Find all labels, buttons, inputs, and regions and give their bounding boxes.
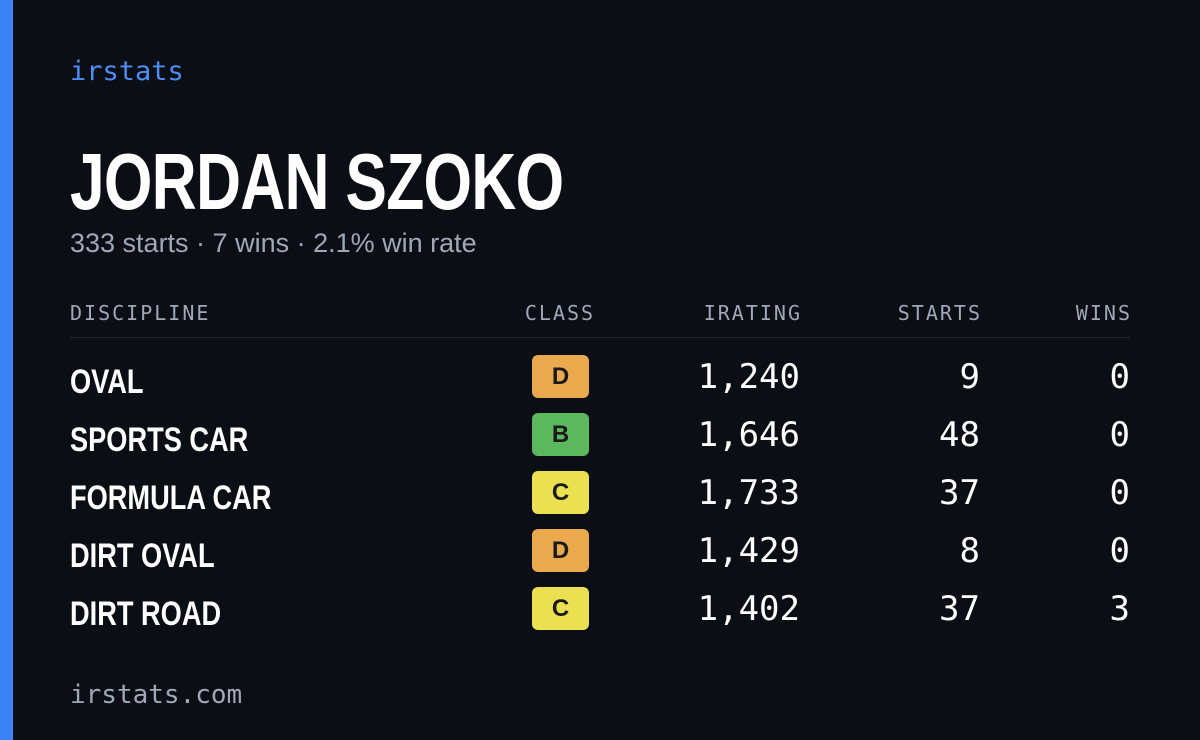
driver-name: JORDAN SZOKO bbox=[70, 137, 564, 226]
class-badge: C bbox=[532, 471, 589, 514]
discipline: DIRT OVAL bbox=[70, 537, 215, 575]
irating: 1,402 bbox=[697, 589, 800, 629]
starts: 37 bbox=[939, 589, 980, 629]
irating: 1,429 bbox=[697, 531, 800, 571]
starts: 37 bbox=[939, 473, 980, 513]
wins: 3 bbox=[1109, 589, 1130, 629]
irating: 1,240 bbox=[697, 357, 800, 397]
wins: 0 bbox=[1109, 415, 1130, 455]
irating: 1,646 bbox=[697, 415, 800, 455]
class-badge: D bbox=[532, 529, 589, 572]
column-header: STARTS bbox=[897, 301, 982, 325]
wins: 0 bbox=[1109, 473, 1130, 513]
summary: 333 starts · 7 wins · 2.1% win rate bbox=[70, 228, 477, 258]
discipline: OVAL bbox=[70, 363, 144, 401]
wins: 0 bbox=[1109, 531, 1130, 571]
column-header: DISCIPLINE bbox=[70, 301, 211, 325]
class-badge: B bbox=[532, 413, 589, 456]
brand: irstats bbox=[70, 56, 184, 87]
class-badge: C bbox=[532, 587, 589, 630]
starts: 8 bbox=[959, 531, 980, 571]
starts: 9 bbox=[959, 357, 980, 397]
accent-bar bbox=[0, 0, 13, 740]
starts: 48 bbox=[939, 415, 980, 455]
irating: 1,733 bbox=[697, 473, 800, 513]
column-header: CLASS bbox=[524, 301, 596, 325]
discipline: SPORTS CAR bbox=[70, 421, 249, 459]
header-rule bbox=[70, 337, 1130, 338]
wins: 0 bbox=[1109, 357, 1130, 397]
class-badge: D bbox=[532, 355, 589, 398]
column-header: WINS bbox=[1075, 301, 1132, 325]
column-header: IRATING bbox=[703, 301, 802, 325]
footer-url: irstats.com bbox=[70, 680, 243, 710]
discipline: DIRT ROAD bbox=[70, 595, 222, 633]
discipline: FORMULA CAR bbox=[70, 479, 272, 517]
